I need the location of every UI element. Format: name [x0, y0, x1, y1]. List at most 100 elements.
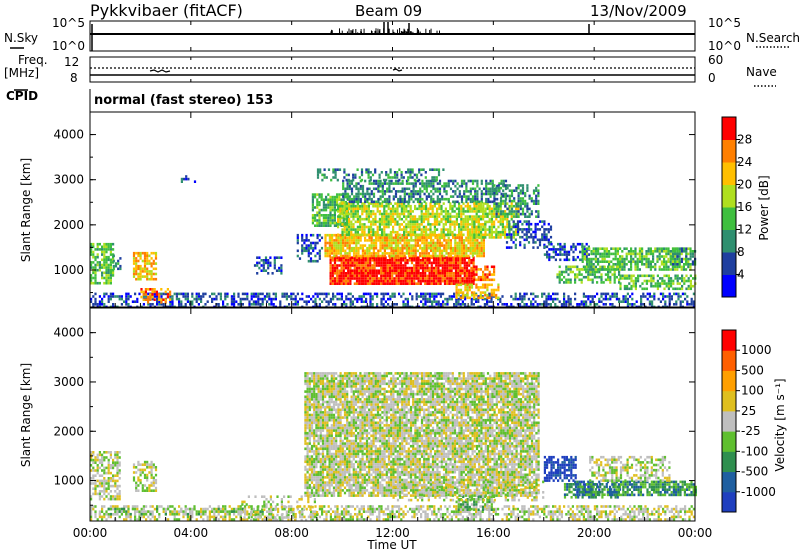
power-cell [324, 246, 327, 250]
power-cell [408, 195, 411, 198]
power-cell [314, 300, 317, 303]
power-cell [375, 256, 378, 259]
power-cell [90, 297, 93, 301]
power-cell [383, 244, 386, 247]
power-cell [332, 303, 335, 306]
power-cell [408, 200, 411, 204]
power-cell [647, 247, 650, 250]
power-cell [386, 246, 389, 250]
power-cell [361, 230, 364, 234]
power-cell [226, 303, 229, 306]
power-cell [424, 264, 427, 267]
power-cell [477, 202, 480, 205]
power-cell [414, 225, 417, 229]
power-cell [514, 222, 517, 226]
power-cell [182, 295, 185, 298]
power-cell [684, 297, 687, 301]
power-cell [473, 217, 476, 221]
power-cell [414, 182, 417, 185]
power-cell [384, 266, 387, 270]
power-cell [452, 261, 455, 265]
power-cell [364, 252, 367, 255]
power-cell [342, 264, 345, 267]
power-cell [471, 207, 474, 211]
power-cell [587, 270, 590, 274]
power-cell [447, 230, 450, 234]
power-cell [326, 241, 329, 245]
power-cell [668, 292, 671, 296]
power-cell [538, 243, 542, 247]
power-cell [690, 297, 693, 301]
power-cell [395, 303, 398, 306]
power-cell [389, 233, 392, 237]
power-cell [351, 303, 354, 306]
power-cell [583, 245, 586, 249]
power-cell [687, 257, 690, 261]
power-cell [109, 253, 112, 256]
power-cell [410, 261, 414, 265]
power-cell [504, 210, 507, 213]
power-cell [331, 239, 334, 242]
power-cell [477, 220, 480, 224]
power-cell [496, 197, 499, 201]
power-cell [486, 293, 489, 297]
power-cell [354, 215, 357, 218]
power-cell [303, 249, 306, 253]
power-cell [361, 212, 364, 216]
power-cell [471, 225, 474, 229]
power-cell [692, 292, 695, 296]
power-cell [392, 246, 395, 250]
power-cell [616, 247, 619, 250]
power-cell [350, 207, 353, 211]
power-cell [576, 242, 579, 246]
power-cell [574, 265, 577, 269]
power-cell [358, 282, 361, 285]
power-cell [495, 296, 498, 300]
power-cell [386, 279, 389, 283]
power-cell [257, 295, 260, 298]
power-cell [388, 239, 391, 242]
power-cell [485, 179, 488, 183]
power-cell [428, 295, 431, 298]
power-cell [587, 265, 590, 269]
power-cell [361, 184, 365, 188]
power-cell [338, 195, 341, 199]
power-cell [585, 270, 588, 274]
power-cell [454, 200, 457, 204]
power-cell [480, 200, 483, 204]
power-cell [375, 272, 378, 275]
power-cell [90, 281, 93, 285]
power-cell [419, 236, 422, 240]
power-cell [478, 249, 481, 253]
power-cell [425, 225, 428, 229]
power-cell [561, 253, 564, 256]
power-cell [385, 223, 388, 226]
power-cell [495, 293, 498, 297]
power-cell [574, 258, 577, 262]
power-cell [407, 204, 410, 208]
power-cell [391, 259, 394, 262]
power-cell [591, 300, 594, 303]
power-cell [325, 221, 328, 225]
power-cell [499, 300, 502, 303]
power-cell [406, 266, 409, 270]
power-cell [479, 204, 482, 208]
power-cell [430, 244, 433, 247]
power-cell [333, 272, 337, 275]
power-cell [348, 223, 351, 226]
power-cell [493, 268, 496, 271]
power-cell [372, 246, 375, 250]
power-cell [350, 210, 353, 213]
power-cell [486, 268, 489, 271]
power-cell [476, 249, 479, 253]
power-cell [408, 239, 411, 242]
power-cell [331, 198, 334, 201]
power-cell [385, 173, 388, 177]
power-cell [448, 266, 451, 270]
power-cell [92, 303, 95, 306]
power-cell [270, 300, 273, 303]
power-cell [441, 256, 444, 259]
power-cell [369, 261, 372, 265]
beam-label: Beam 09 [355, 2, 422, 20]
power-cell [506, 217, 509, 221]
